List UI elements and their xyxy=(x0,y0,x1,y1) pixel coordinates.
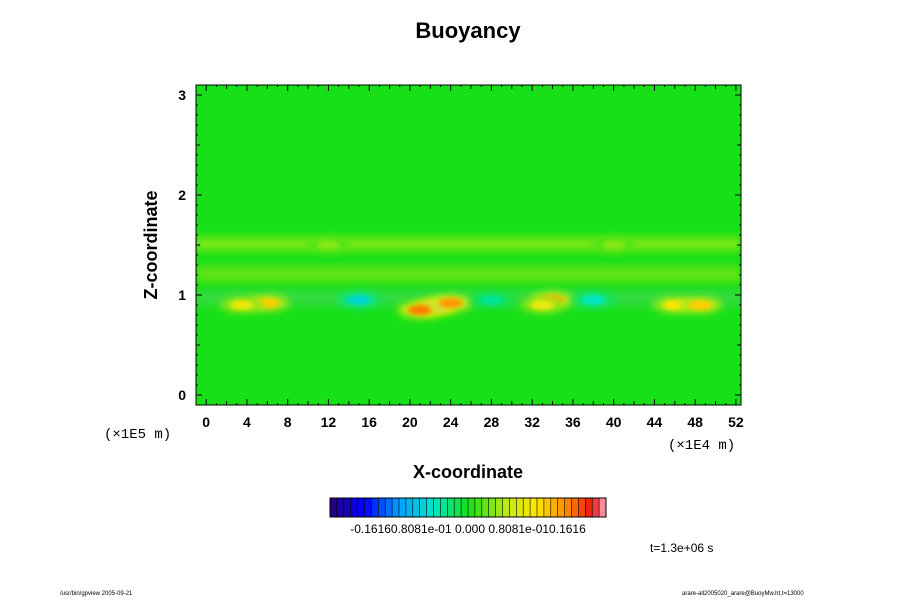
y-tick-label: 2 xyxy=(178,187,186,203)
heatmap-feature xyxy=(581,295,606,305)
colorbar-cell xyxy=(357,498,365,517)
colorbar-cell xyxy=(454,498,462,517)
x-tick-label: 16 xyxy=(361,414,377,430)
colorbar-labels: -0.16160.8081e-01 0.000 0.8081e-010.1616 xyxy=(350,522,586,536)
colorbar-cell xyxy=(433,498,441,517)
x-tick-label: 40 xyxy=(606,414,622,430)
x-tick-label: 12 xyxy=(321,414,337,430)
colorbar-cell xyxy=(516,498,524,517)
x-tick-label: 0 xyxy=(202,414,210,430)
footer-right: arare-all2005020_arare@BuoyMw.ht,t=13000 xyxy=(682,591,804,597)
colorbar-cell xyxy=(585,498,593,517)
colorbar-cell xyxy=(543,498,552,517)
colorbar-cell xyxy=(557,498,566,517)
colorbar-cell xyxy=(392,498,400,517)
colorbar-cell xyxy=(550,498,559,517)
colorbar-cell xyxy=(426,498,434,517)
y-tick-label: 0 xyxy=(178,387,186,403)
heatmap-feature xyxy=(316,240,341,250)
colorbar-cell xyxy=(440,498,448,517)
colorbar-cell xyxy=(502,498,510,517)
colorbar xyxy=(329,497,607,518)
colorbar-cell xyxy=(468,498,476,517)
colorbar-cell xyxy=(564,498,572,517)
colorbar-cell xyxy=(509,498,517,517)
time-label: t=1.3e+06 s xyxy=(650,541,713,555)
x-tick-label: 48 xyxy=(687,414,703,430)
heatmap-feature xyxy=(479,295,504,305)
heatmap-feature xyxy=(438,298,463,308)
colorbar-cell xyxy=(405,498,414,517)
y-tick-label: 1 xyxy=(178,287,186,303)
x-tick-label: 44 xyxy=(647,414,663,430)
y-axis-title: Z-coordinate xyxy=(141,190,161,299)
footer-left: /usr/bin/gpview 2005-09-21 xyxy=(60,591,133,597)
colorbar-cell xyxy=(599,498,607,517)
x-tick-label: 32 xyxy=(524,414,540,430)
colorbar-cell xyxy=(350,498,359,517)
colorbar-cell xyxy=(537,498,545,517)
x-tick-label: 52 xyxy=(728,414,744,430)
heatmap-feature xyxy=(688,300,713,310)
heatmap-feature xyxy=(408,305,433,315)
heatmap-feature xyxy=(346,295,371,305)
colorbar-cell xyxy=(419,498,428,517)
heatmap-feature xyxy=(530,300,555,310)
x-scale-label: (×1E4 m) xyxy=(668,438,735,454)
heatmap-band-middle xyxy=(196,266,741,282)
colorbar-cell xyxy=(378,498,386,517)
chart-title: Buoyancy xyxy=(415,18,521,43)
x-axis: 0 4 8 12 16 20 24 28 32 36 40 44 48 52 xyxy=(195,85,744,430)
heatmap-feature xyxy=(229,300,254,310)
colorbar-cell xyxy=(412,498,421,517)
x-tick-label: 4 xyxy=(243,414,251,430)
colorbar-cell xyxy=(495,498,503,517)
z-scale-label: (×1E5 m) xyxy=(104,427,171,443)
heatmap-features xyxy=(219,237,723,318)
y-axis: 0 1 2 3 xyxy=(178,84,741,403)
heatmap-feature xyxy=(601,240,626,250)
colorbar-cell xyxy=(461,498,469,517)
colorbar-cell xyxy=(336,498,345,517)
colorbar-frame xyxy=(329,497,607,518)
heatmap-area xyxy=(196,85,741,405)
x-axis-title: X-coordinate xyxy=(413,462,523,482)
colorbar-cell xyxy=(530,498,538,517)
colorbar-cell xyxy=(592,498,600,517)
colorbar-cell xyxy=(399,498,407,517)
x-tick-label: 8 xyxy=(284,414,292,430)
colorbar-cell xyxy=(523,498,531,517)
colorbar-cell xyxy=(447,498,455,517)
heatmap-band-upper xyxy=(196,237,741,251)
colorbar-cell xyxy=(474,498,483,517)
x-tick-label: 36 xyxy=(565,414,581,430)
colorbar-cell xyxy=(364,498,372,517)
colorbar-cell xyxy=(343,498,352,517)
x-tick-label: 24 xyxy=(443,414,459,430)
colorbar-cell xyxy=(571,498,579,517)
colorbar-cell xyxy=(330,498,338,517)
colorbar-cell xyxy=(371,498,379,517)
y-tick-label: 3 xyxy=(178,87,186,103)
x-tick-label: 20 xyxy=(402,414,418,430)
colorbar-cell xyxy=(481,498,490,517)
x-tick-label: 28 xyxy=(484,414,500,430)
colorbar-cell xyxy=(578,498,586,517)
colorbar-cell xyxy=(488,498,497,517)
colorbar-cell xyxy=(385,498,393,517)
